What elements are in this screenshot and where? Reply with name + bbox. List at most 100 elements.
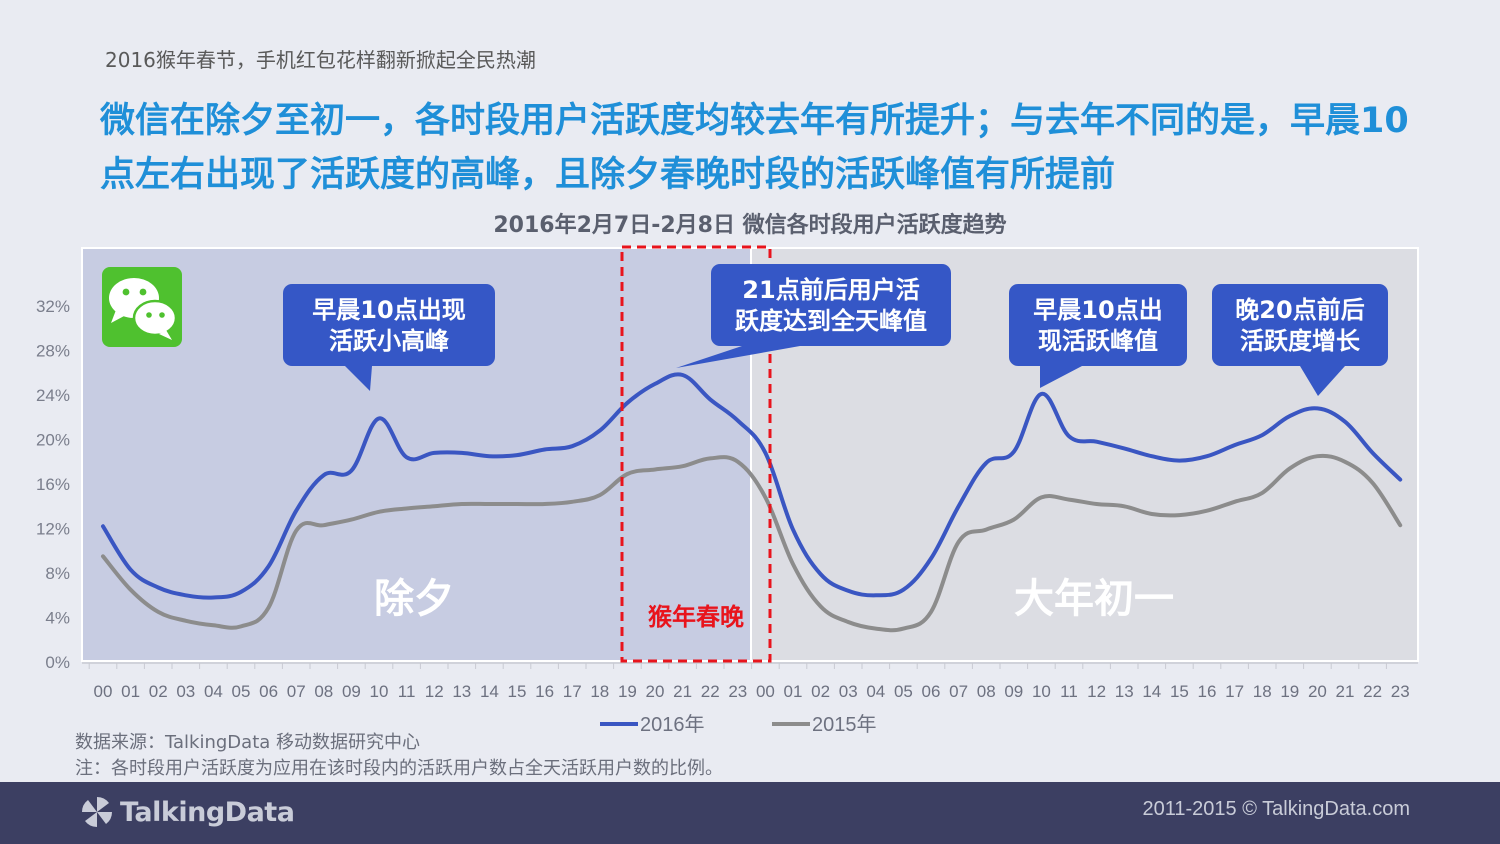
x-tick-label: 18 [590, 682, 609, 701]
x-tick-label: 04 [204, 682, 223, 701]
definition-note: 注：各时段用户活跃度为应用在该时段内的活跃用户数占全天活跃用户数的比例。 [75, 758, 723, 779]
gala-highlight-box [620, 245, 772, 663]
x-tick-label: 13 [452, 682, 471, 701]
series-line-2016 [101, 372, 1403, 600]
region-label-new-year: 大年初一 [1014, 576, 1174, 622]
callout-text: 早晨10点出 [1033, 296, 1162, 324]
gala-highlight-label: 猴年春晚 [648, 603, 744, 631]
series-line-2015 [101, 453, 1403, 633]
y-tick-label: 0% [45, 653, 70, 672]
x-tick-label: 16 [535, 682, 554, 701]
callout-text: 现活跃峰值 [1038, 327, 1158, 355]
x-tick-label: 00 [94, 682, 113, 701]
chart-legend: 2016年 2015年 [600, 713, 877, 736]
talkingdata-logo: TalkingData [80, 794, 295, 830]
x-tick-label: 17 [563, 682, 582, 701]
logo-text: TalkingData [120, 796, 295, 828]
x-tick-label: 19 [618, 682, 637, 701]
x-tick-label: 20 [646, 682, 665, 701]
callout-text: 早晨10点出现 [312, 296, 465, 324]
x-tick-label: 21 [1336, 682, 1355, 701]
x-tick-label: 03 [176, 682, 195, 701]
x-tick-label: 13 [1115, 682, 1134, 701]
x-tick-label: 15 [508, 682, 527, 701]
deck-subtitle: 2016猴年春节，手机红包花样翻新掀起全民热潮 [105, 48, 536, 72]
x-tick-label: 04 [866, 682, 885, 701]
wechat-eye [146, 312, 152, 318]
x-tick-label: 01 [784, 682, 803, 701]
x-tick-label: 05 [232, 682, 251, 701]
line-chart: 0% 4% 8% 12% 16% 20% 24% 28% 32% 00 01 02 03 04 05 06 0… [36, 245, 1419, 736]
x-tick-label: 07 [949, 682, 968, 701]
x-tick-label: 20 [1308, 682, 1327, 701]
callout-text: 21点前后用户活 [742, 276, 919, 304]
callout-pointer [676, 340, 800, 368]
pinwheel-icon [82, 797, 112, 827]
x-tick-label: 05 [894, 682, 913, 701]
y-tick-label: 8% [45, 564, 70, 583]
slide-headline: 微信在除夕至初一，各时段用户活跃度均较去年有所提升；与去年不同的是，早晨10点左… [100, 101, 1409, 195]
y-tick-label: 24% [36, 386, 70, 405]
chart-title: 2016年2月7日-2月8日 微信各时段用户活跃度趋势 [493, 213, 1007, 238]
x-tick-label: 08 [977, 682, 996, 701]
x-tick-label: 06 [922, 682, 941, 701]
x-tick-label: 16 [1198, 682, 1217, 701]
callout-box [1009, 284, 1187, 366]
y-tick-label: 32% [36, 297, 70, 316]
x-tick-label: 19 [1280, 682, 1299, 701]
x-tick-label: 01 [121, 682, 140, 701]
callout-box [711, 264, 951, 346]
y-tick-label: 12% [36, 520, 70, 539]
x-tick-label: 15 [1170, 682, 1189, 701]
x-tick-label: 11 [398, 682, 416, 701]
callout-pointer [1040, 366, 1082, 388]
callout-pointer [1300, 366, 1345, 396]
x-tick-label: 10 [1032, 682, 1051, 701]
x-tick-label: 02 [811, 682, 830, 701]
footer-bar [0, 782, 1500, 844]
x-tick-label: 21 [673, 682, 692, 701]
x-tick-label: 00 [756, 682, 775, 701]
wechat-eye [159, 312, 165, 318]
callout-box [283, 284, 495, 366]
x-tick-label: 11 [1060, 682, 1078, 701]
callout-box [1212, 284, 1388, 366]
wechat-bubble-tail [111, 310, 126, 323]
y-tick-label: 20% [36, 431, 70, 450]
legend-label: 2016年 [640, 713, 705, 736]
x-tick-label: 23 [1391, 682, 1410, 701]
callout-text: 活跃小高峰 [329, 327, 449, 355]
region-label-eve: 除夕 [374, 576, 454, 622]
x-tick-label: 09 [1004, 682, 1023, 701]
x-tick-label: 12 [425, 682, 444, 701]
x-tick-label: 14 [480, 682, 499, 701]
y-tick-label: 16% [36, 475, 70, 494]
x-tick-label: 10 [370, 682, 389, 701]
x-tick-label: 22 [1363, 682, 1382, 701]
chart-notes: 数据来源：TalkingData 移动数据研究中心 注：各时段用户活跃度为应用在… [75, 730, 723, 782]
x-tick-label: 17 [1225, 682, 1244, 701]
wechat-eye [122, 288, 130, 296]
x-tick-label: 22 [701, 682, 720, 701]
callout-text: 跃度达到全天峰值 [735, 307, 927, 335]
wechat-bubble-small-tail [159, 330, 172, 340]
y-tick-label: 4% [45, 609, 70, 628]
x-tick-label: 02 [149, 682, 168, 701]
x-tick-label: 23 [728, 682, 747, 701]
callout-text: 活跃度增长 [1240, 327, 1361, 355]
x-tick-label: 07 [287, 682, 306, 701]
x-tick-label: 18 [1253, 682, 1272, 701]
x-tick-label: 14 [1142, 682, 1161, 701]
data-source-note: 数据来源：TalkingData 移动数据研究中心 [75, 732, 421, 753]
callout-text: 晚20点前后 [1235, 296, 1364, 324]
wechat-icon [102, 267, 182, 347]
x-tick-label: 06 [259, 682, 278, 701]
wechat-bubble-small [132, 299, 178, 337]
x-tick-label: 08 [314, 682, 333, 701]
wechat-eye [139, 288, 147, 296]
copyright-text: 2011-2015 © TalkingData.com [1142, 798, 1411, 820]
x-tick-label: 09 [342, 682, 361, 701]
legend-label: 2015年 [812, 713, 877, 736]
callout-pointer [345, 366, 372, 391]
x-tick-label: 03 [839, 682, 858, 701]
